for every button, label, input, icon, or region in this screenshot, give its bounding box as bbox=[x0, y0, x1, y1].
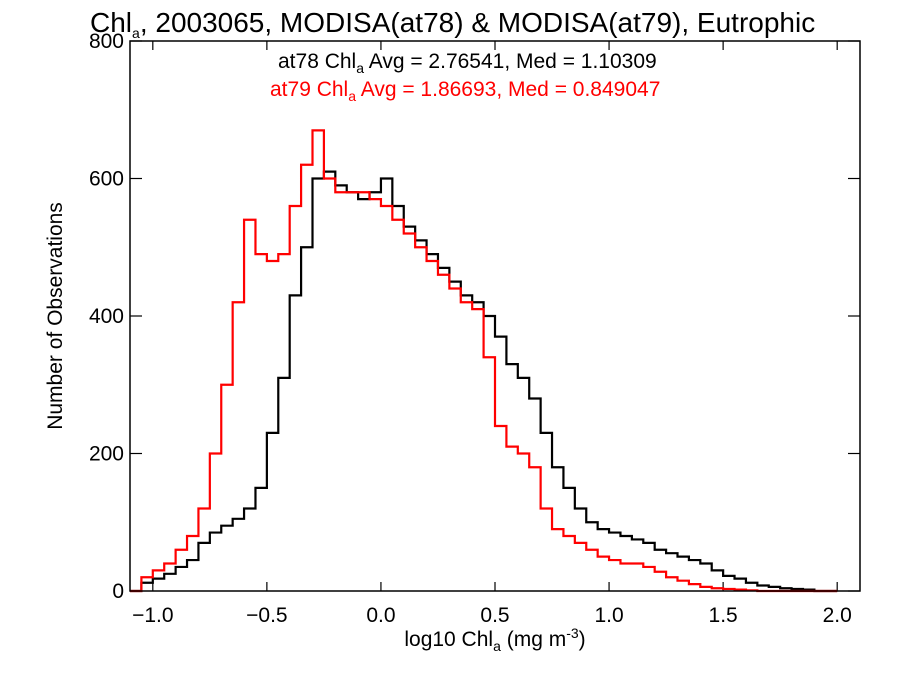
series-line-at78 bbox=[130, 170, 838, 593]
x-axis-label-sub: a bbox=[493, 638, 501, 654]
y-tick-label: 0 bbox=[112, 580, 124, 603]
annotation-at79-post: Avg = 1.86693, Med = 0.849047 bbox=[356, 78, 660, 101]
y-tick-label: 600 bbox=[89, 168, 124, 191]
plot-frame bbox=[129, 40, 861, 592]
annotation-at79-pre: at79 Chl bbox=[270, 78, 348, 101]
chart-title: Chla, 2003065, MODISA(at78) & MODISA(at7… bbox=[90, 7, 815, 41]
x-axis-label-mid: (mg m bbox=[501, 628, 566, 651]
x-tick-label: 2.0 bbox=[823, 604, 852, 627]
annotation-at78-pre: at78 Chl bbox=[278, 50, 356, 73]
chart-title-sub: a bbox=[132, 25, 140, 41]
x-axis-label-pre: log10 Chl bbox=[404, 628, 493, 651]
annotation-at78-sub: a bbox=[356, 60, 364, 76]
x-axis-label-post: ) bbox=[579, 628, 586, 651]
annotation-at78: at78 Chla Avg = 2.76541, Med = 1.10309 bbox=[278, 50, 657, 76]
x-tick-label: 0.0 bbox=[366, 604, 395, 627]
x-axis-label: log10 Chla (mg m-3) bbox=[404, 625, 585, 654]
y-axis-label: Number of Observations bbox=[44, 202, 67, 430]
annotation-at79: at79 Chla Avg = 1.86693, Med = 0.849047 bbox=[270, 78, 660, 104]
chart-title-post: , 2003065, MODISA(at78) & MODISA(at79), … bbox=[140, 7, 815, 38]
axis-ticks: −1.0 −0.5 0.0 0.5 1.0 1.5 2.0 0 200 400 600 800 bbox=[89, 30, 860, 627]
series-line-at79 bbox=[130, 129, 838, 593]
series-group bbox=[130, 129, 838, 593]
y-tick-label: 400 bbox=[89, 305, 124, 328]
x-tick-label: 1.0 bbox=[594, 604, 623, 627]
chart-title-pre: Chl bbox=[90, 7, 132, 38]
x-tick-label: −1.0 bbox=[132, 604, 173, 627]
x-axis-label-sup: -3 bbox=[566, 625, 579, 641]
annotation-at79-sub: a bbox=[348, 88, 356, 104]
y-tick-label: 200 bbox=[89, 443, 124, 466]
y-tick-label: 800 bbox=[89, 30, 124, 53]
x-tick-label: 1.5 bbox=[709, 604, 738, 627]
annotation-at78-post: Avg = 2.76541, Med = 1.10309 bbox=[364, 50, 657, 73]
x-tick-label: 0.5 bbox=[480, 604, 509, 627]
x-tick-label: −0.5 bbox=[246, 604, 287, 627]
